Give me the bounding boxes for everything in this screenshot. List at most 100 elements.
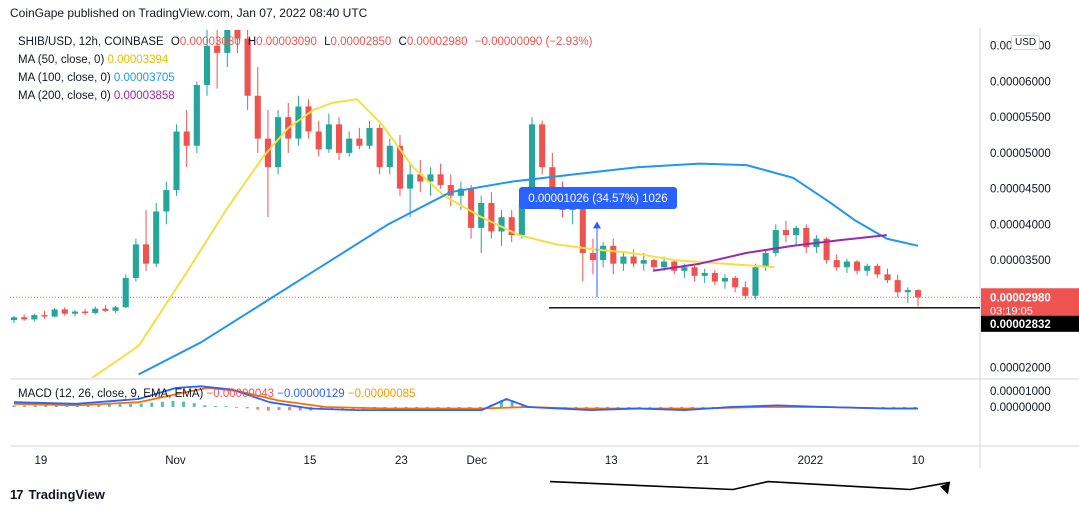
time-tick-label: 15 [304,455,317,467]
price-tick-label: 0.00006000 [990,76,1051,88]
candle-body [427,174,434,182]
macd-bar [139,403,143,407]
candle-body [732,277,739,288]
candle-body [346,138,353,153]
candle-body [478,202,485,228]
time-tick-label: 13 [605,455,618,467]
macd-bar [171,400,175,407]
candle-body [51,309,58,317]
candle-body [254,95,261,139]
macd-bar [12,405,16,407]
macd-bar [500,400,504,407]
candle-body [82,311,89,313]
support-tag: 0.00002832 [990,319,1051,331]
candle-body [650,260,657,268]
price-tag-box [981,288,1079,319]
candle-body [843,261,850,268]
pattern-w-line [549,480,951,491]
macd-line [13,385,918,412]
legend-ma50[interactable]: MA (50, close, 0) 0.00003394 [18,54,169,66]
candle-body [661,261,668,268]
macd-bar [192,403,196,407]
macd-bar [44,405,48,407]
macd-bar [902,406,906,408]
candles-group [10,30,922,323]
candle-body [782,230,790,236]
candle-body [600,245,607,261]
candle-body [244,38,251,96]
macd-bar [54,405,58,407]
legend-ma200[interactable]: MA (200, close, 0) 0.00003858 [18,90,175,102]
legend-macd[interactable]: MACD (12, 26, close, 9, EMA, EMA) −0.000… [18,388,416,400]
macd-bar [701,406,705,408]
candle-body [173,131,180,191]
measure-arrow-icon [593,221,601,229]
legend-macd-hist: −0.00000043 [206,388,275,400]
macd-bar [65,405,69,407]
candle-body [203,45,211,86]
candle-body [315,131,322,150]
macd-bar [23,405,27,407]
currency-badge[interactable]: USD [1011,35,1041,50]
candle-body [122,277,129,308]
candle-body [742,287,749,296]
macd-bar [892,406,896,408]
macd-bar [690,406,694,408]
candle-body [92,308,99,313]
time-tick-label: 10 [912,455,925,467]
candle-body [528,124,536,203]
macd-bar [118,404,122,407]
macd-bar [510,400,514,407]
macd-bar [160,401,164,407]
candle-body [854,261,861,271]
tradingview-logo[interactable]: 17 TradingView [10,487,105,502]
macd-bar [213,406,217,407]
price-tick-label: 0.00005500 [990,112,1051,124]
macd-bar [107,404,111,407]
macd-bar [97,404,101,407]
support-tag-box [981,315,1079,332]
tradingview-logo-icon: 17 [10,487,24,502]
legend-macd-signal: −0.00000085 [347,388,416,400]
candle-body [508,217,515,236]
legend-low: 0.00002850 [330,36,392,48]
ma200-line [652,234,887,272]
macd-bar [203,405,207,407]
candle-body [305,106,312,132]
candle-body [833,260,840,268]
time-tick-label: 2022 [798,455,824,467]
candle-body [366,127,373,146]
price-tick-label: 0.00004000 [990,219,1051,231]
macd-bar [129,403,133,407]
candle-body [71,311,78,314]
price-tick-label: 0.00004500 [990,184,1051,196]
candle-body [417,174,424,182]
candle-body [640,260,647,264]
candle-body [102,308,109,311]
candle-body [457,188,464,196]
macd-bar [913,406,917,408]
macd-signal-line [13,386,918,410]
time-tick-label: 19 [35,455,48,467]
ma50-line [91,98,775,378]
tradingview-brand: TradingView [28,487,105,502]
macd-bar [235,406,239,408]
candle-body [498,217,505,232]
legend-symbol[interactable]: SHIB/USD, 12h, COINBASE [18,36,164,48]
candle-body [386,145,393,168]
candle-body [153,211,160,264]
macd-bar [616,406,620,408]
candle-body [823,238,830,261]
candle-body [752,267,759,296]
candle-body [295,106,302,139]
time-tick-label: 21 [696,455,709,467]
candle-body [620,256,627,264]
candle-body [325,124,332,150]
legend-close: 0.00002980 [406,36,468,48]
macd-bar [288,406,292,411]
legend-ma100[interactable]: MA (100, close, 0) 0.00003705 [18,72,175,84]
candle-body [183,131,190,146]
macd-bar [574,406,578,408]
